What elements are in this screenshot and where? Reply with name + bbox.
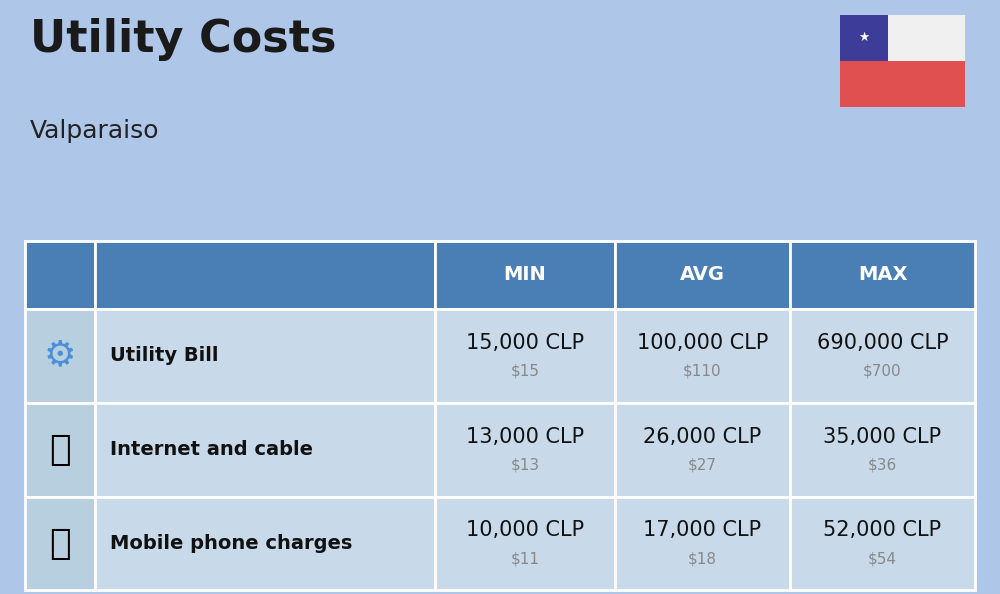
Text: 15,000 CLP: 15,000 CLP bbox=[466, 333, 584, 353]
Text: 📱: 📱 bbox=[49, 526, 71, 561]
FancyBboxPatch shape bbox=[615, 241, 790, 309]
FancyBboxPatch shape bbox=[615, 497, 790, 590]
FancyBboxPatch shape bbox=[435, 241, 615, 309]
Text: ★: ★ bbox=[858, 31, 869, 45]
Text: 17,000 CLP: 17,000 CLP bbox=[643, 520, 762, 541]
FancyBboxPatch shape bbox=[95, 309, 435, 403]
Text: $27: $27 bbox=[688, 457, 717, 473]
FancyBboxPatch shape bbox=[790, 241, 975, 309]
FancyBboxPatch shape bbox=[840, 15, 888, 61]
Text: Valparaiso: Valparaiso bbox=[30, 119, 160, 143]
Text: 690,000 CLP: 690,000 CLP bbox=[817, 333, 948, 353]
Text: $13: $13 bbox=[510, 457, 540, 473]
Text: $15: $15 bbox=[511, 364, 540, 379]
FancyBboxPatch shape bbox=[790, 497, 975, 590]
Text: AVG: AVG bbox=[680, 266, 725, 284]
FancyBboxPatch shape bbox=[25, 309, 95, 403]
Text: $700: $700 bbox=[863, 364, 902, 379]
Text: $11: $11 bbox=[511, 551, 540, 567]
Text: 10,000 CLP: 10,000 CLP bbox=[466, 520, 584, 541]
FancyBboxPatch shape bbox=[435, 403, 615, 497]
Text: 100,000 CLP: 100,000 CLP bbox=[637, 333, 768, 353]
Text: MIN: MIN bbox=[504, 266, 546, 284]
FancyBboxPatch shape bbox=[25, 497, 95, 590]
FancyBboxPatch shape bbox=[95, 403, 435, 497]
FancyBboxPatch shape bbox=[790, 309, 975, 403]
Text: $18: $18 bbox=[688, 551, 717, 567]
FancyBboxPatch shape bbox=[790, 403, 975, 497]
FancyBboxPatch shape bbox=[25, 403, 95, 497]
Text: Mobile phone charges: Mobile phone charges bbox=[110, 534, 352, 553]
Text: 📡: 📡 bbox=[49, 432, 71, 467]
Text: 52,000 CLP: 52,000 CLP bbox=[823, 520, 942, 541]
FancyBboxPatch shape bbox=[615, 403, 790, 497]
FancyBboxPatch shape bbox=[25, 241, 95, 309]
Text: Internet and cable: Internet and cable bbox=[110, 440, 313, 459]
FancyBboxPatch shape bbox=[435, 497, 615, 590]
Text: Utility Bill: Utility Bill bbox=[110, 346, 218, 365]
Text: 13,000 CLP: 13,000 CLP bbox=[466, 426, 584, 447]
Text: $54: $54 bbox=[868, 551, 897, 567]
Text: ⚙: ⚙ bbox=[44, 339, 76, 373]
FancyBboxPatch shape bbox=[95, 497, 435, 590]
Text: $110: $110 bbox=[683, 364, 722, 379]
FancyBboxPatch shape bbox=[615, 309, 790, 403]
FancyBboxPatch shape bbox=[840, 15, 965, 61]
Text: $36: $36 bbox=[868, 457, 897, 473]
FancyBboxPatch shape bbox=[95, 241, 435, 309]
Text: 35,000 CLP: 35,000 CLP bbox=[823, 426, 942, 447]
Text: 26,000 CLP: 26,000 CLP bbox=[643, 426, 762, 447]
FancyBboxPatch shape bbox=[435, 309, 615, 403]
Text: Utility Costs: Utility Costs bbox=[30, 18, 336, 61]
FancyBboxPatch shape bbox=[840, 61, 965, 107]
Text: MAX: MAX bbox=[858, 266, 907, 284]
